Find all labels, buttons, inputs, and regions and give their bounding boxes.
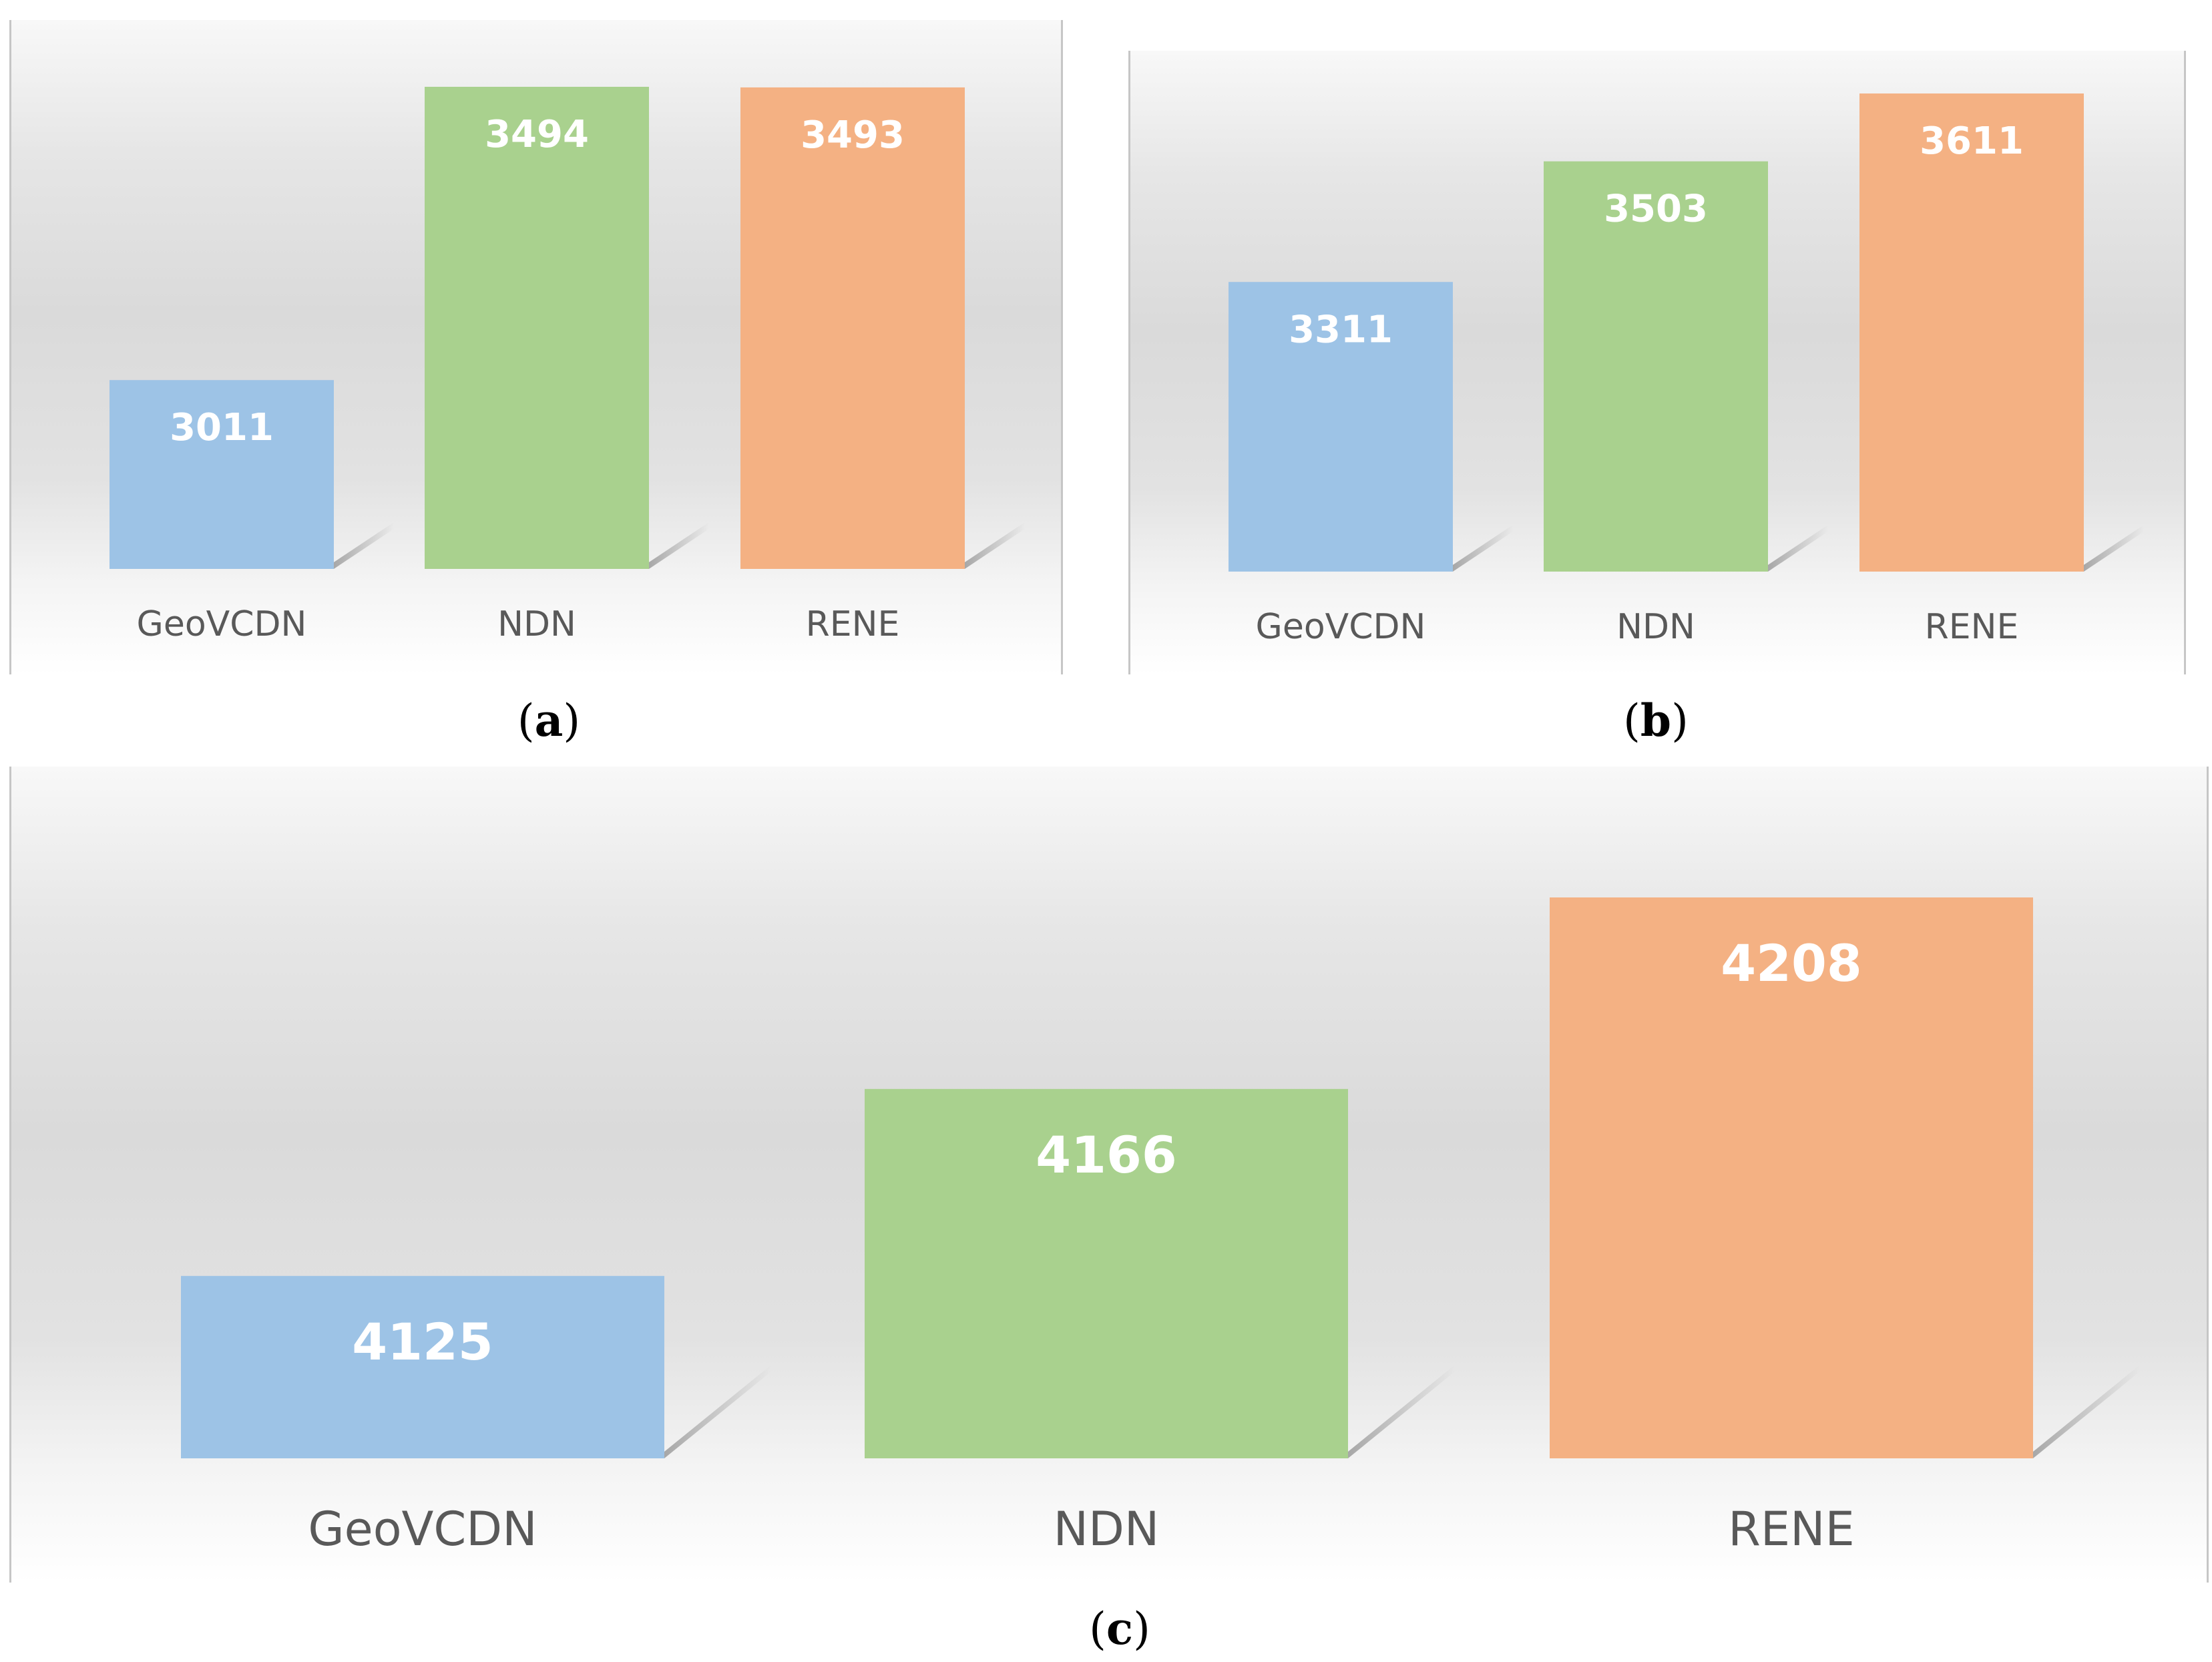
bar-geovcdn xyxy=(181,1275,664,1458)
category-tick-label: GeoVCDN xyxy=(308,1502,537,1556)
category-tick-label: RENE xyxy=(1925,607,2019,647)
bar-rene xyxy=(1550,897,2033,1458)
caption-c: (c) xyxy=(1089,1603,1150,1655)
category-tick-label: NDN xyxy=(1616,607,1695,647)
data-label: 4208 xyxy=(1721,933,1862,993)
bar-shadow xyxy=(334,522,394,569)
bar-rene xyxy=(740,87,965,570)
caption-c-letter: c xyxy=(1106,1603,1134,1655)
data-label: 4166 xyxy=(1036,1125,1177,1185)
data-label: 3611 xyxy=(1920,120,2024,163)
bar-shadow xyxy=(649,522,709,569)
data-label: 3493 xyxy=(801,114,905,157)
bar-shadow xyxy=(664,1365,771,1458)
bar-geovcdn xyxy=(1229,282,1453,572)
category-tick-label: RENE xyxy=(1728,1502,1854,1556)
bar-shadow xyxy=(2033,1365,2140,1458)
bar-shadow xyxy=(2084,525,2144,572)
category-tick-label: NDN xyxy=(497,604,576,644)
bar-ndn xyxy=(1544,161,1768,572)
bar-shadow xyxy=(1768,525,1828,572)
category-tick-label: GeoVCDN xyxy=(1256,607,1426,647)
chart-svg-a: 3011 GeoVCDN 3494 NDN 3493 RENE xyxy=(109,87,1025,644)
bar-geovcdn xyxy=(109,380,334,569)
data-label: 3011 xyxy=(170,406,274,449)
data-label: 3503 xyxy=(1604,188,1708,231)
caption-b-letter: b xyxy=(1640,694,1672,747)
bar-ndn xyxy=(865,1088,1348,1458)
chart-panel-b: 3311 GeoVCDN 3503 NDN 3611 RENE xyxy=(1128,51,2186,674)
category-tick-label: RENE xyxy=(806,604,900,644)
category-tick-label: GeoVCDN xyxy=(137,604,307,644)
caption-a: (a) xyxy=(517,694,581,747)
caption-b: (b) xyxy=(1623,694,1689,747)
data-label: 4125 xyxy=(352,1312,493,1372)
data-label: 3494 xyxy=(485,113,589,156)
bar-rene xyxy=(1859,93,2084,572)
chart-panel-a: 3011 GeoVCDN 3494 NDN 3493 RENE xyxy=(9,20,1063,674)
data-label: 3311 xyxy=(1289,308,1393,351)
chart-svg-b: 3311 GeoVCDN 3503 NDN 3611 RENE xyxy=(1229,93,2144,647)
chart-panel-c: 4125 GeoVCDN 4166 NDN 4208 RENE xyxy=(9,767,2209,1583)
bar-ndn xyxy=(425,87,649,569)
category-tick-label: NDN xyxy=(1054,1502,1160,1556)
bar-shadow xyxy=(1453,525,1513,572)
bar-shadow xyxy=(965,522,1025,569)
bar-shadow xyxy=(1348,1365,1455,1458)
chart-svg-c: 4125 GeoVCDN 4166 NDN 4208 RENE xyxy=(181,897,2140,1556)
caption-a-letter: a xyxy=(534,694,564,747)
